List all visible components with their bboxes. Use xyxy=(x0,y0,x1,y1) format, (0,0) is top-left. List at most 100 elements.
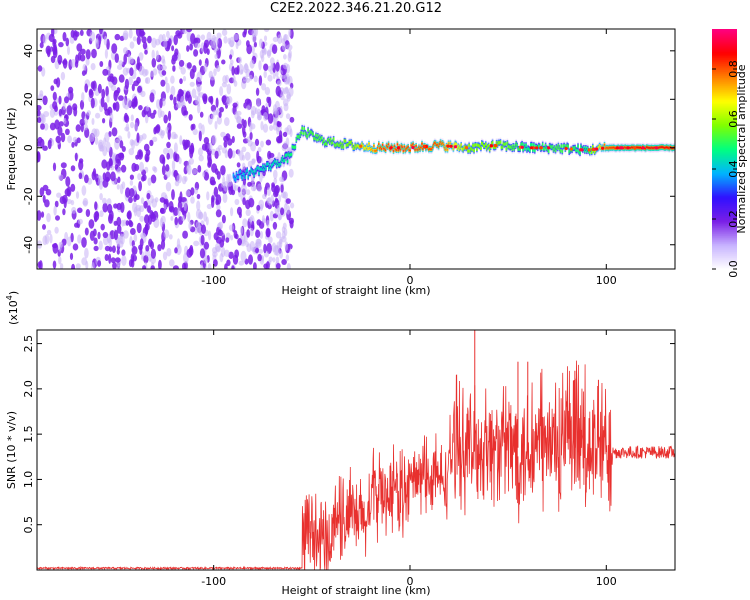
colorbar-segment xyxy=(712,265,737,268)
noise-blob xyxy=(162,251,168,261)
ridge-segment xyxy=(385,144,388,147)
noise-blob xyxy=(231,189,236,196)
ridge-segment xyxy=(409,149,411,152)
noise-blob xyxy=(58,241,62,252)
ridge-segment xyxy=(417,148,419,151)
noise-blob xyxy=(79,99,85,110)
y-tick-label: 20 xyxy=(22,92,35,106)
ridge-segment xyxy=(467,150,469,152)
spectrogram-frame xyxy=(36,28,676,270)
ridge-segment xyxy=(289,153,292,156)
ridge-segment xyxy=(568,151,570,153)
noise-blob xyxy=(194,37,201,44)
noise-blob xyxy=(134,122,139,132)
colorbar-segment xyxy=(712,59,737,62)
ridge-segment xyxy=(346,144,349,146)
colorbar-segment xyxy=(712,213,737,216)
noise-blob xyxy=(147,214,153,225)
noise-blob xyxy=(167,129,171,141)
noise-blob xyxy=(165,164,170,172)
ridge-segment xyxy=(553,147,556,150)
colorbar-tick-label: 0.8 xyxy=(727,60,740,78)
noise-blob xyxy=(179,191,183,203)
x-tick-label: 0 xyxy=(406,575,413,588)
ridge-segment xyxy=(288,154,291,157)
noise-blob xyxy=(257,146,262,153)
ridge-segment xyxy=(376,149,378,152)
ridge-segment xyxy=(623,147,625,150)
noise-blob xyxy=(149,92,155,103)
noise-blob xyxy=(191,123,196,130)
ridge-segment xyxy=(361,143,363,146)
noise-blob xyxy=(63,117,67,125)
noise-blob xyxy=(42,95,48,106)
noise-blob xyxy=(267,113,274,124)
noise-blob xyxy=(150,70,154,77)
noise-blob xyxy=(95,38,100,49)
noise-blob xyxy=(121,146,126,152)
ridge-segment xyxy=(348,141,351,144)
noise-blob xyxy=(203,258,209,264)
ridge-segment xyxy=(538,144,540,147)
noise-blob xyxy=(283,54,287,60)
noise-blob xyxy=(136,56,140,67)
noise-blob xyxy=(76,137,81,144)
ridge-segment xyxy=(462,148,464,151)
colorbar-segment xyxy=(712,37,737,40)
noise-blob xyxy=(263,29,270,33)
noise-blob xyxy=(234,198,240,206)
ridge-segment xyxy=(517,148,519,150)
noise-blob xyxy=(268,152,275,158)
noise-blob xyxy=(119,233,123,245)
noise-blob xyxy=(46,229,52,236)
noise-blob xyxy=(182,75,187,82)
ridge-segment xyxy=(410,144,412,147)
noise-blob xyxy=(186,45,190,52)
ridge-peak xyxy=(446,144,450,148)
noise-blob xyxy=(84,247,89,259)
noise-blob xyxy=(171,189,175,201)
colorbar-segment xyxy=(712,171,737,174)
colorbar-segment xyxy=(712,223,737,226)
ridge-segment xyxy=(300,131,302,134)
noise-blob xyxy=(196,193,201,200)
noise-blob xyxy=(100,96,105,108)
colorbar-segment xyxy=(712,159,737,162)
noise-blob xyxy=(77,218,83,225)
noise-blob xyxy=(150,248,156,259)
noise-blob xyxy=(181,175,187,185)
noise-blob xyxy=(202,93,208,102)
noise-blob xyxy=(72,136,78,143)
noise-blob xyxy=(43,111,50,118)
ridge-segment xyxy=(327,138,330,141)
noise-blob xyxy=(259,230,264,239)
noise-blob xyxy=(122,97,127,109)
ridge-peak xyxy=(569,147,574,151)
noise-blob xyxy=(266,219,270,228)
ridge-segment xyxy=(567,145,569,148)
ridge-segment xyxy=(662,146,665,149)
ridge-segment xyxy=(527,147,529,150)
colorbar-segment xyxy=(712,41,737,44)
ridge-peak xyxy=(547,146,551,150)
noise-blob xyxy=(66,198,72,205)
noise-blob xyxy=(150,174,157,184)
noise-blob xyxy=(243,119,247,129)
ridge-segment xyxy=(379,146,382,149)
colorbar-segment xyxy=(712,107,737,110)
noise-blob xyxy=(121,181,126,190)
noise-blob xyxy=(147,205,151,214)
colorbar-segment xyxy=(712,193,737,196)
noise-blob xyxy=(235,41,239,50)
y-tick-label: 0 xyxy=(22,144,35,151)
noise-blob xyxy=(290,202,295,209)
ridge-segment xyxy=(508,145,511,148)
colorbar-segment xyxy=(712,241,737,244)
noise-blob xyxy=(131,246,138,255)
noise-blob xyxy=(104,254,109,261)
ridge-peak xyxy=(422,145,426,149)
noise-blob xyxy=(273,177,278,185)
noise-blob xyxy=(145,105,149,112)
noise-blob xyxy=(266,96,270,104)
